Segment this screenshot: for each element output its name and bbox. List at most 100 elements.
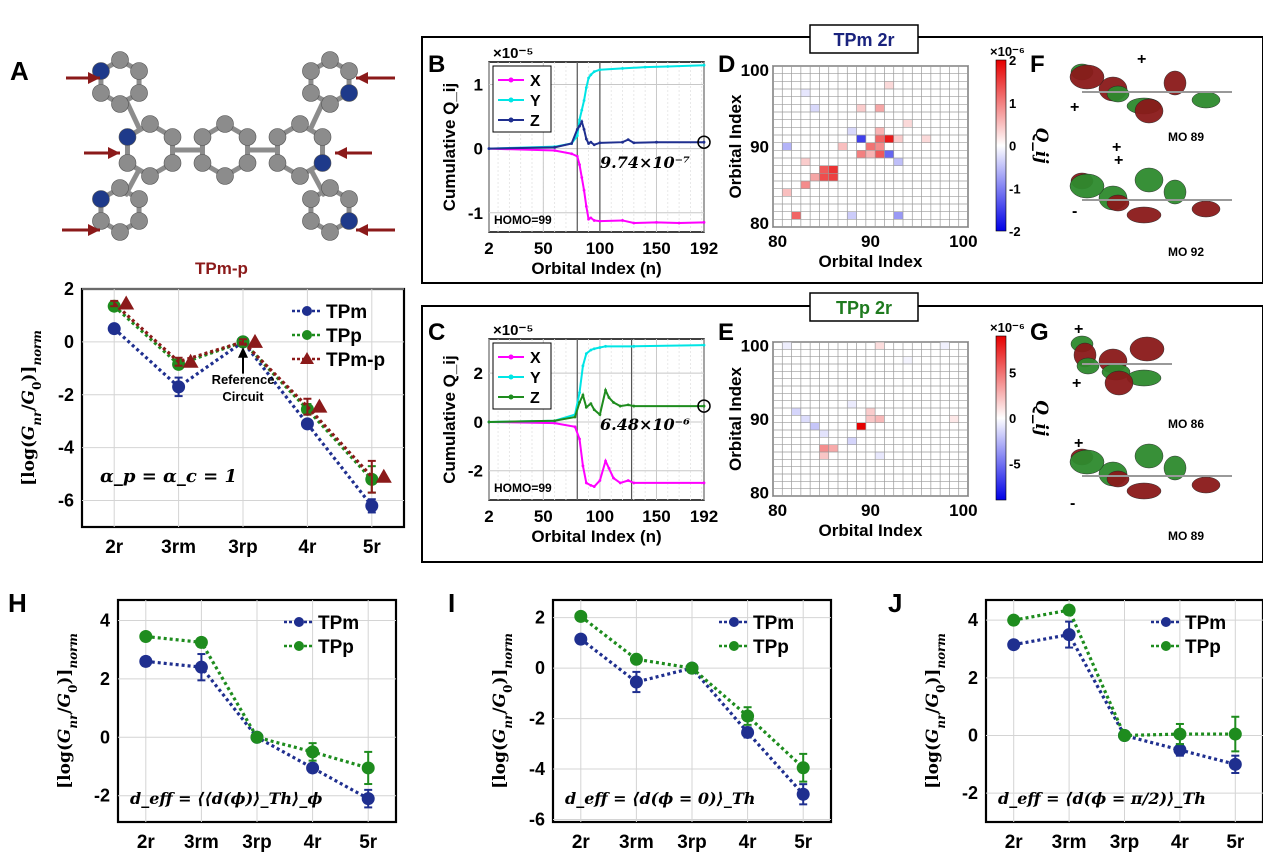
data-point-y	[592, 347, 596, 351]
y-tick-label: 0	[535, 658, 545, 678]
data-point-z	[612, 401, 615, 404]
data-point-y	[621, 67, 624, 70]
y-axis-label-part: /	[55, 707, 75, 714]
heatmap-cell	[847, 400, 857, 408]
x-tick-label: 5r	[359, 832, 378, 853]
data-point-x	[580, 176, 584, 179]
data-point-tpm	[172, 380, 186, 394]
heatmap-cell	[828, 173, 838, 181]
molecule-diagram	[62, 51, 395, 241]
data-point-z	[553, 145, 557, 149]
x-tick-label: 50	[534, 507, 553, 526]
colorbar-tick: -2	[1009, 224, 1021, 239]
panel-letter-a: A	[10, 56, 29, 86]
heatmap-cell	[847, 127, 857, 135]
data-point-x	[587, 217, 590, 221]
data-point-x	[632, 481, 636, 485]
data-point-z	[592, 143, 596, 147]
data-point-y	[598, 346, 602, 349]
data-point-tpm	[1062, 628, 1076, 642]
force-arrowhead	[356, 72, 368, 84]
colorbar-label: Q_ij	[1031, 128, 1051, 165]
series-line-y	[488, 344, 705, 423]
y-tick-label: 0	[474, 413, 483, 432]
orbital-sign-marker: +	[1137, 51, 1146, 68]
nitrogen-atom	[340, 212, 358, 230]
heatmap-cell	[865, 415, 876, 423]
data-point-z	[702, 404, 706, 408]
carbon-atom	[291, 167, 309, 185]
heatmap-cell	[875, 452, 885, 460]
data-point-x	[578, 163, 581, 167]
data-point-tpm-p	[247, 333, 263, 348]
x-tick-label: 2r	[137, 832, 156, 853]
chart-c: 2 50 100 150 192 2 0 -2 ×10⁻⁵ Orbital Index (n) Cu…	[440, 322, 718, 546]
series-line-y	[488, 64, 705, 150]
heatmap-cell	[782, 188, 792, 197]
x-tick-label: 100	[586, 239, 614, 258]
data-point-tpp	[796, 761, 810, 775]
data-point-z	[580, 120, 584, 124]
data-point-x	[573, 425, 577, 429]
data-point-tpm-p	[375, 468, 392, 483]
data-point-tpm	[741, 725, 755, 739]
y-tick-label: 4	[968, 610, 978, 630]
data-point-tpm-p	[118, 295, 135, 310]
legend-marker	[1161, 617, 1171, 627]
y-tick-label: -1	[468, 204, 483, 223]
carbon-atom	[118, 154, 137, 172]
legend-marker	[300, 352, 314, 364]
chart-h: 2r 3rm 3rp 4r 5r420-2[log(Gnr/G0)]normTPmTPp…	[55, 598, 398, 853]
orbital-mo86-tpp-lobe	[1129, 336, 1165, 362]
orbital-mo92-tpm-lobe	[1126, 206, 1162, 224]
data-point-tpp	[1118, 729, 1131, 743]
heatmap-cell	[810, 422, 820, 430]
data-point-z	[626, 138, 630, 142]
data-point-y	[581, 364, 585, 368]
y-axis-label-part: [log(	[490, 743, 510, 789]
x-axis-label: Orbital Index (n)	[531, 259, 661, 278]
panel-letter-d: D	[718, 51, 735, 78]
y-tick-label: 90	[750, 410, 769, 429]
orbital-sign-marker: +	[1070, 99, 1079, 116]
heatmap-cell	[791, 211, 801, 220]
legend-label-tpm: TPm	[1185, 613, 1226, 634]
orbital-sign-marker: -	[1072, 203, 1077, 220]
carbon-atom	[340, 62, 358, 80]
heatmap-cell	[940, 342, 950, 350]
data-point-z	[632, 141, 636, 145]
heatmap-cell	[819, 452, 829, 460]
carbon-atom	[193, 154, 212, 172]
heatmap-cell	[949, 415, 959, 423]
orbital-sign-marker: +	[1112, 139, 1121, 156]
formula: d_eff = ⟨⟨d(ϕ)⟩_Th⟩_ϕ	[130, 789, 322, 808]
heatmap-cell	[800, 89, 811, 97]
chart-e: 80 90 100 100 90 80 Orbital Index Orbital Index…	[726, 320, 1051, 540]
heatmap-cell	[903, 119, 913, 128]
orbital-sign-marker: +	[1072, 375, 1081, 392]
y-tick-label: -4	[529, 759, 545, 779]
y-axis-label: [log(Gnr/G0)]norm	[19, 330, 44, 486]
formula: α_p = α_c = 1	[100, 466, 237, 487]
data-point-tpp	[1228, 727, 1242, 741]
colorbar	[995, 59, 1007, 232]
orbital-sign-marker: +	[1074, 321, 1083, 338]
heatmap-cell	[791, 408, 801, 416]
y-tick-label: -2	[468, 462, 483, 481]
carbon-atom	[302, 62, 320, 80]
y-axis-label: [log(Gnr/G0)]norm	[490, 633, 515, 789]
x-tick-label: 3rm	[184, 832, 219, 853]
x-tick-label: 3rm	[1052, 832, 1087, 853]
homo-note: HOMO=99	[494, 481, 552, 495]
orbital-mo92-tpm-lobe	[1163, 179, 1187, 205]
panel-letter-f: F	[1030, 51, 1045, 78]
heatmap-cell	[838, 142, 848, 151]
data-point-y	[589, 348, 593, 352]
data-point-tpp	[574, 609, 588, 623]
annotation-line-2: Circuit	[222, 389, 264, 404]
y-axis-label-part: G	[923, 693, 943, 708]
orbital-sign-marker: +	[1074, 435, 1083, 452]
data-point-z	[604, 388, 607, 392]
y-axis-label-part: 0	[501, 685, 515, 693]
